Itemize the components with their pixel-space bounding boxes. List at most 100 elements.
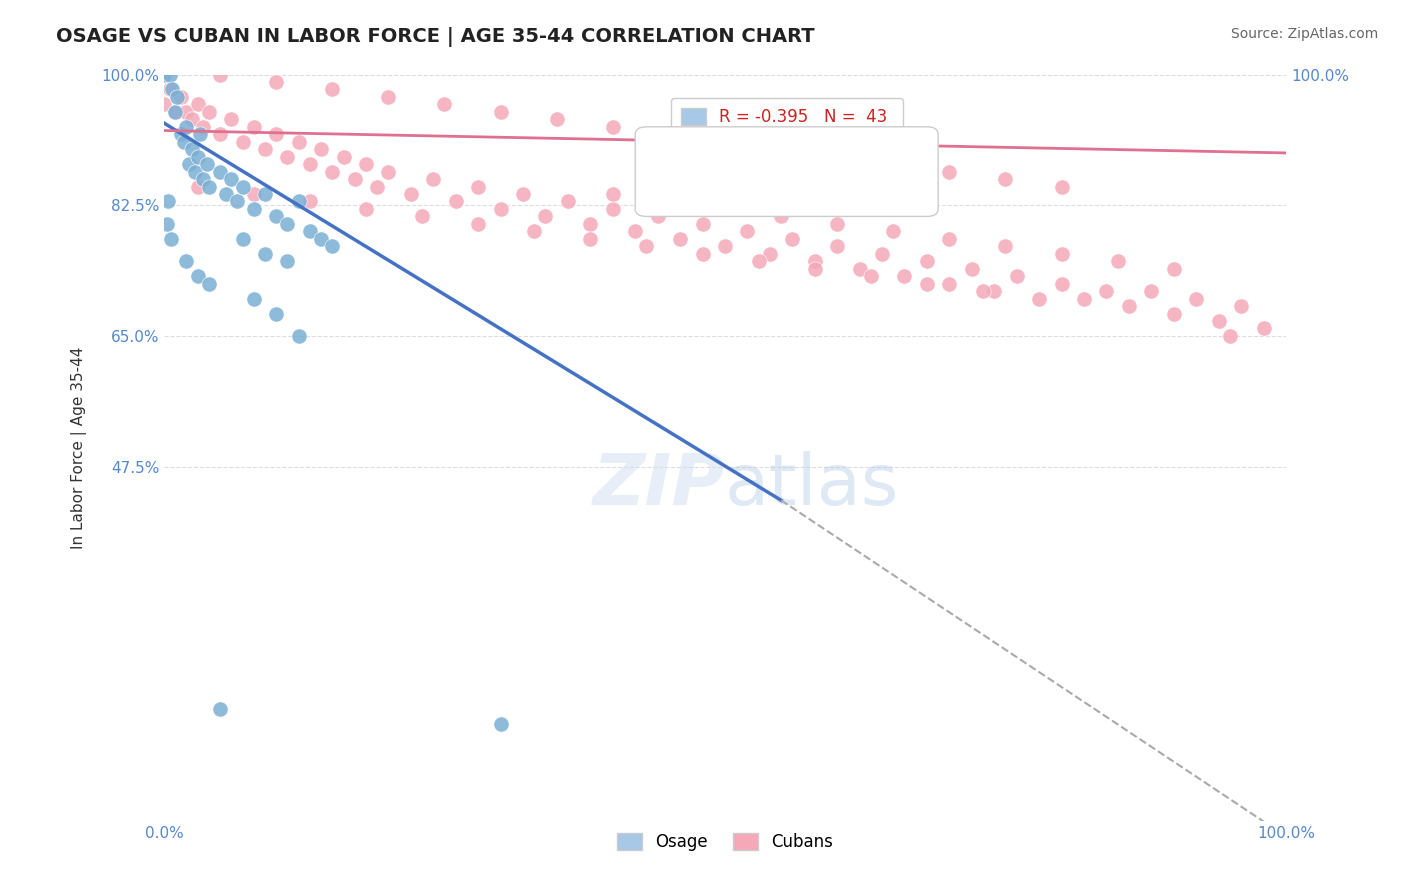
- Point: [557, 194, 579, 209]
- Point: [321, 164, 343, 178]
- Point: [170, 90, 193, 104]
- Point: [184, 164, 207, 178]
- Point: [1219, 329, 1241, 343]
- Point: [156, 217, 179, 231]
- Point: [972, 284, 994, 298]
- Point: [938, 277, 960, 291]
- Text: ZIP: ZIP: [593, 450, 725, 520]
- Point: [714, 239, 737, 253]
- Point: [276, 150, 298, 164]
- Point: [215, 187, 238, 202]
- Point: [938, 232, 960, 246]
- Point: [1028, 292, 1050, 306]
- Point: [915, 254, 938, 268]
- Point: [602, 187, 624, 202]
- Point: [960, 261, 983, 276]
- Point: [1005, 269, 1028, 284]
- Point: [803, 254, 825, 268]
- Point: [882, 224, 904, 238]
- Point: [669, 232, 692, 246]
- Point: [181, 142, 204, 156]
- Point: [859, 269, 882, 284]
- Point: [159, 68, 181, 82]
- Point: [242, 292, 264, 306]
- Point: [602, 120, 624, 134]
- Point: [159, 232, 181, 246]
- Y-axis label: In Labor Force | Age 35-44: In Labor Force | Age 35-44: [72, 347, 87, 549]
- Point: [264, 75, 287, 89]
- Point: [198, 104, 221, 119]
- Point: [193, 172, 215, 186]
- Point: [354, 157, 377, 171]
- Point: [159, 82, 181, 96]
- Point: [467, 217, 489, 231]
- Point: [825, 150, 848, 164]
- Point: [1208, 314, 1230, 328]
- Point: [287, 329, 309, 343]
- Point: [399, 187, 422, 202]
- Point: [181, 112, 204, 127]
- Point: [1253, 321, 1275, 335]
- Point: [264, 128, 287, 142]
- Point: [748, 254, 770, 268]
- Point: [287, 194, 309, 209]
- Point: [187, 269, 209, 284]
- Point: [153, 68, 176, 82]
- Point: [198, 277, 221, 291]
- Point: [264, 210, 287, 224]
- Point: [602, 202, 624, 216]
- Point: [444, 194, 467, 209]
- Point: [176, 104, 198, 119]
- Point: [489, 717, 512, 731]
- Point: [209, 128, 232, 142]
- Point: [187, 97, 209, 112]
- Point: [242, 187, 264, 202]
- Text: Source: ZipAtlas.com: Source: ZipAtlas.com: [1230, 27, 1378, 41]
- Point: [770, 142, 793, 156]
- Point: [309, 142, 332, 156]
- Point: [915, 277, 938, 291]
- Point: [231, 232, 253, 246]
- Point: [366, 179, 388, 194]
- Point: [848, 261, 870, 276]
- Point: [298, 224, 321, 238]
- Point: [534, 210, 557, 224]
- Point: [332, 150, 354, 164]
- Point: [825, 239, 848, 253]
- Point: [1050, 179, 1073, 194]
- Point: [377, 90, 399, 104]
- Point: [209, 68, 232, 82]
- Point: [1163, 307, 1185, 321]
- FancyBboxPatch shape: [636, 127, 938, 217]
- Point: [467, 179, 489, 194]
- Point: [692, 217, 714, 231]
- Point: [176, 120, 198, 134]
- Point: [170, 128, 193, 142]
- Legend: R = -0.395   N =  43, R = -0.068   N = 108: R = -0.395 N = 43, R = -0.068 N = 108: [671, 98, 903, 161]
- Point: [994, 239, 1017, 253]
- Point: [298, 194, 321, 209]
- Point: [737, 224, 759, 238]
- Point: [803, 261, 825, 276]
- Point: [231, 135, 253, 149]
- Point: [1185, 292, 1208, 306]
- Point: [176, 254, 198, 268]
- Point: [782, 232, 804, 246]
- Point: [165, 104, 187, 119]
- Point: [893, 269, 915, 284]
- Point: [253, 187, 276, 202]
- Point: [658, 194, 681, 209]
- Point: [177, 157, 200, 171]
- Point: [157, 194, 180, 209]
- Point: [276, 217, 298, 231]
- Point: [195, 157, 218, 171]
- Point: [433, 97, 456, 112]
- Point: [160, 82, 183, 96]
- Point: [276, 254, 298, 268]
- Point: [994, 172, 1017, 186]
- Point: [187, 150, 209, 164]
- Point: [882, 157, 904, 171]
- Point: [489, 202, 512, 216]
- Point: [321, 239, 343, 253]
- Point: [287, 135, 309, 149]
